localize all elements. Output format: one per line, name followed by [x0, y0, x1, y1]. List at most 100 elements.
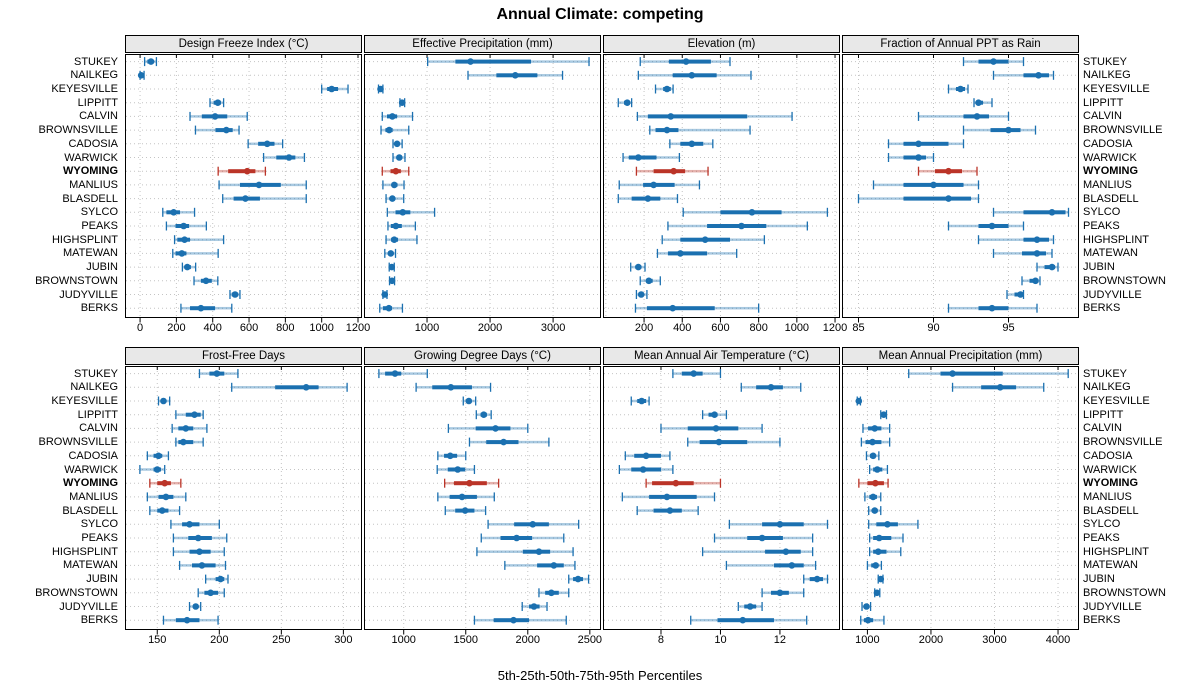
median-dot: [147, 58, 155, 65]
site-label-left-peaks: PEAKS: [81, 220, 118, 232]
series-wyoming: [635, 166, 709, 176]
median-dot: [949, 370, 956, 377]
series-judyville: [861, 602, 872, 611]
median-dot: [642, 452, 650, 460]
median-dot: [162, 493, 170, 501]
median-dot: [223, 126, 230, 134]
series-judyville: [229, 290, 241, 299]
site-label-right-wyoming: WYOMING: [1083, 477, 1138, 490]
series-brownstown: [538, 588, 570, 598]
series-calvin: [171, 423, 208, 433]
series-stukey: [908, 369, 1069, 379]
series-wyoming: [917, 166, 978, 176]
panel-plot-elevation-m: [603, 54, 840, 323]
site-label-left-calvin: CALVIN: [79, 110, 118, 123]
median-dot: [990, 58, 997, 65]
series-sylco: [487, 519, 580, 529]
site-label-left-matewan: MATEWAN: [63, 247, 118, 260]
site-label-left-warwick: WARWICK: [64, 151, 118, 164]
series-brownstown: [1021, 276, 1041, 286]
median-dot: [672, 479, 680, 487]
median-dot: [663, 493, 671, 501]
axis-tick-label: 90: [927, 322, 940, 334]
bar-25-75: [643, 182, 675, 187]
median-dot: [183, 616, 191, 624]
median-dot: [711, 411, 718, 418]
series-judyville: [188, 602, 202, 611]
panel-strip-frost-free-days: Frost-Free Days: [125, 347, 362, 365]
series-keyesville: [321, 84, 349, 94]
median-dot: [637, 291, 645, 298]
site-label-left-manlius: MANLIUS: [69, 178, 118, 191]
series-highsplint: [385, 235, 418, 245]
axis-tick-label: 800: [749, 322, 768, 334]
median-dot: [677, 250, 684, 257]
bar-25-75: [646, 306, 715, 311]
site-label-left-jubin: JUBIN: [86, 573, 118, 586]
median-dot: [688, 72, 696, 79]
series-wyoming: [444, 478, 500, 488]
median-dot: [1035, 72, 1042, 79]
axis-tick-label: 1200: [822, 322, 848, 334]
series-lippitt: [617, 98, 633, 108]
series-peaks: [387, 221, 417, 231]
series-blasdell: [222, 194, 307, 204]
axis-tick-label: 95: [1002, 322, 1015, 334]
median-dot: [957, 85, 964, 93]
median-dot: [915, 154, 922, 161]
series-sylco: [386, 207, 436, 217]
series-nailkeg: [467, 70, 564, 80]
series-brownstown: [873, 588, 881, 598]
bar-25-75: [455, 59, 532, 64]
site-label-left-lippitt: LIPPITT: [77, 96, 118, 109]
panel-border: [364, 366, 601, 630]
median-dot: [1048, 209, 1056, 216]
median-dot: [767, 384, 775, 391]
axis-tick-label: 2000: [477, 322, 503, 334]
site-label-right-warwick: WARWICK: [1083, 463, 1137, 476]
median-dot: [160, 397, 167, 405]
median-dot: [170, 209, 177, 216]
series-brownsville: [380, 125, 410, 135]
median-dot: [788, 562, 796, 569]
site-label-left-matewan: MATEWAN: [63, 559, 118, 572]
median-dot: [178, 250, 186, 257]
site-label-right-keyesville: KEYESVILLE: [1083, 83, 1150, 95]
series-lippitt: [880, 410, 888, 420]
bar-25-75: [699, 440, 748, 445]
panel-plot-mean-annual-precipitation-mm: [842, 366, 1079, 635]
series-keyesville: [855, 396, 863, 406]
range-band-5-95: [382, 115, 413, 118]
series-calvin: [862, 423, 891, 433]
series-nailkeg: [137, 70, 145, 80]
axis-tick-label: 200: [634, 322, 654, 334]
median-dot: [638, 397, 645, 405]
site-label-left-nailkeg: NAILKEG: [70, 69, 118, 82]
axis-tick-label: 1200: [345, 322, 371, 334]
series-peaks: [713, 533, 814, 543]
median-dot: [161, 479, 169, 487]
panel-plot-design-freeze-index-c: [125, 54, 362, 323]
median-dot: [385, 304, 393, 312]
series-matewan: [504, 560, 576, 570]
series-calvin: [447, 423, 529, 433]
series-cadosia: [887, 139, 965, 149]
axis-tick-label: 1000: [855, 634, 880, 646]
panel-border: [603, 54, 840, 318]
series-stukey: [378, 369, 428, 379]
site-label-right-berks: BERKS: [1083, 614, 1121, 627]
median-dot: [192, 603, 200, 610]
site-label-left-brownsville: BROWNSVILLE: [38, 124, 118, 137]
range-band-5-95: [139, 468, 165, 471]
median-dot: [872, 562, 879, 569]
site-label-right-highsplint: HIGHSPLINT: [1083, 233, 1150, 246]
median-dot: [663, 126, 671, 134]
site-label-left-blasdell: BLASDELL: [62, 192, 118, 205]
site-label-right-peaks: PEAKS: [1083, 220, 1120, 232]
site-label-left-calvin: CALVIN: [79, 422, 118, 435]
bar-25-75: [275, 385, 319, 390]
series-brownsville: [468, 437, 550, 447]
series-jubin: [388, 262, 396, 272]
series-blasdell: [857, 194, 980, 204]
series-cadosia: [865, 451, 880, 461]
